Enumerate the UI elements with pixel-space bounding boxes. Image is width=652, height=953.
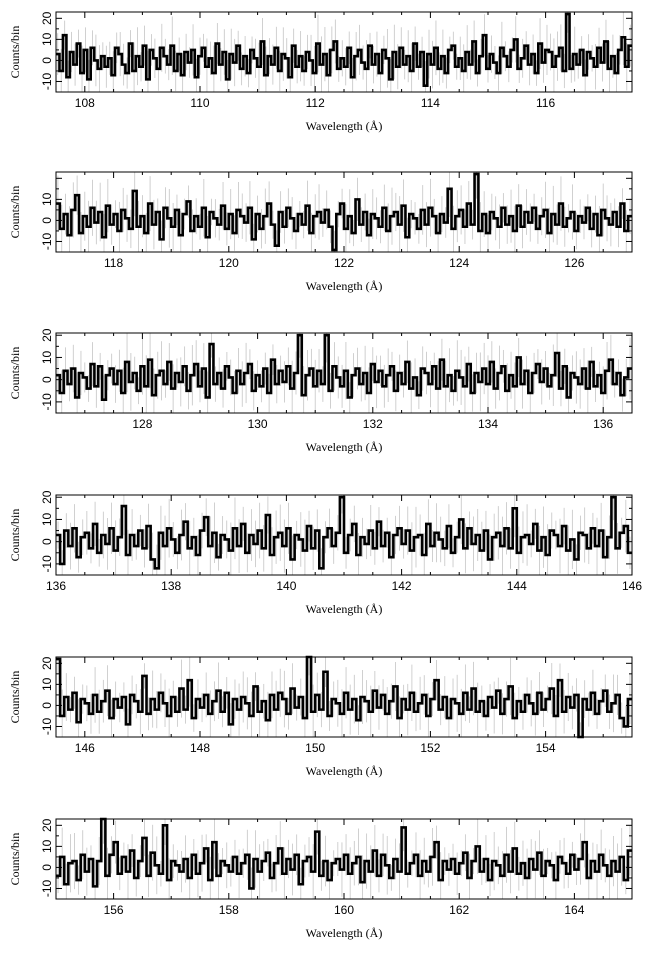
x-tick-label: 148: [190, 741, 210, 755]
x-tick-label: 122: [334, 256, 354, 270]
x-tick-label: 130: [248, 417, 268, 431]
y-axis-title: Counts/bin: [8, 26, 22, 79]
x-tick-label: 156: [104, 903, 124, 917]
y-tick-label: -10: [40, 717, 54, 735]
y-tick-label: 0: [40, 864, 54, 871]
y-tick-label: -10: [40, 72, 54, 90]
panel-2: 118 120 122 124 126 -10 0 10 Wavelength (Å) Count…: [8, 171, 633, 293]
spectrum-line: [56, 333, 632, 401]
x-tick-label: 136: [46, 579, 66, 593]
panel-4: 136 138 140 142 144 146 -10 0 10 20 Wavelength (Å)…: [8, 490, 642, 616]
y-tick-label: 0: [40, 376, 54, 383]
x-tick-label: 132: [363, 417, 383, 431]
panel-1: 108 110 112 114 116 -10 0 10 20 Wavelength (Å) Cou…: [8, 11, 633, 133]
x-tick-label: 118: [104, 256, 123, 270]
x-tick-label: 164: [564, 903, 584, 917]
y-tick-label: 20: [40, 490, 54, 504]
x-tick-label: 108: [75, 96, 95, 110]
y-tick-label: 20: [40, 818, 54, 832]
x-tick-label: 154: [536, 741, 556, 755]
x-tick-label: 146: [75, 741, 95, 755]
x-tick-label: 140: [276, 579, 296, 593]
x-tick-label: 158: [219, 903, 239, 917]
panel-3: 128 130 132 134 136 -10 0 10 20 Wavelength (Å) Cou…: [8, 328, 633, 454]
x-tick-label: 160: [334, 903, 354, 917]
y-tick-label: 10: [40, 32, 54, 46]
x-axis-title: Wavelength (Å): [306, 764, 383, 778]
spectrum-line: [56, 655, 632, 739]
x-tick-label: 138: [161, 579, 181, 593]
x-axis-title: Wavelength (Å): [306, 926, 383, 940]
x-tick-label: 144: [507, 579, 527, 593]
y-tick-label: 20: [40, 11, 54, 25]
spectrum-line: [56, 495, 632, 570]
x-axis-title: Wavelength (Å): [306, 119, 383, 133]
x-tick-label: 128: [132, 417, 152, 431]
y-tick-label: 0: [40, 57, 54, 64]
spectrum-line: [56, 817, 632, 890]
y-tick-label: 10: [40, 512, 54, 526]
x-tick-label: 152: [420, 741, 440, 755]
y-tick-label: -10: [40, 879, 54, 897]
y-tick-label: 0: [40, 217, 54, 224]
y-tick-label: 20: [40, 328, 54, 342]
y-tick-label: 0: [40, 538, 54, 545]
y-tick-label: 10: [40, 677, 54, 691]
x-axis-title: Wavelength (Å): [306, 279, 383, 293]
y-tick-label: 20: [40, 656, 54, 670]
x-tick-label: 114: [421, 96, 440, 110]
x-tick-label: 146: [622, 579, 642, 593]
y-axis-title: Counts/bin: [8, 671, 22, 724]
y-tick-label: 10: [40, 350, 54, 364]
spectrum-line: [56, 12, 632, 87]
y-tick-label: 0: [40, 702, 54, 709]
spectrum-line: [56, 172, 632, 252]
x-tick-label: 126: [564, 256, 584, 270]
x-axis-title: Wavelength (Å): [306, 440, 383, 454]
x-tick-label: 134: [478, 417, 498, 431]
y-axis-title: Counts/bin: [8, 833, 22, 886]
y-tick-label: 10: [40, 192, 54, 206]
panel-6: 156 158 160 162 164 -10 0 10 20 Wavelength (Å) Cou…: [8, 817, 633, 940]
x-tick-label: 150: [305, 741, 325, 755]
x-tick-label: 116: [536, 96, 555, 110]
y-axis-title: Counts/bin: [8, 509, 22, 562]
y-tick-label: -10: [40, 232, 54, 250]
x-tick-label: 136: [593, 417, 613, 431]
x-tick-label: 120: [219, 256, 239, 270]
y-tick-label: -10: [40, 393, 54, 411]
y-axis-title: Counts/bin: [8, 347, 22, 400]
x-tick-label: 112: [306, 96, 325, 110]
x-tick-label: 110: [190, 96, 209, 110]
panel-5: 146 148 150 152 154 -10 0 10 20 Wavelength (Å) Cou…: [8, 655, 633, 778]
y-axis-title: Counts/bin: [8, 186, 22, 239]
x-axis-title: Wavelength (Å): [306, 602, 383, 616]
x-tick-label: 124: [449, 256, 469, 270]
y-tick-label: 10: [40, 839, 54, 853]
y-tick-label: -10: [40, 555, 54, 573]
x-tick-label: 162: [449, 903, 469, 917]
x-tick-label: 142: [392, 579, 412, 593]
